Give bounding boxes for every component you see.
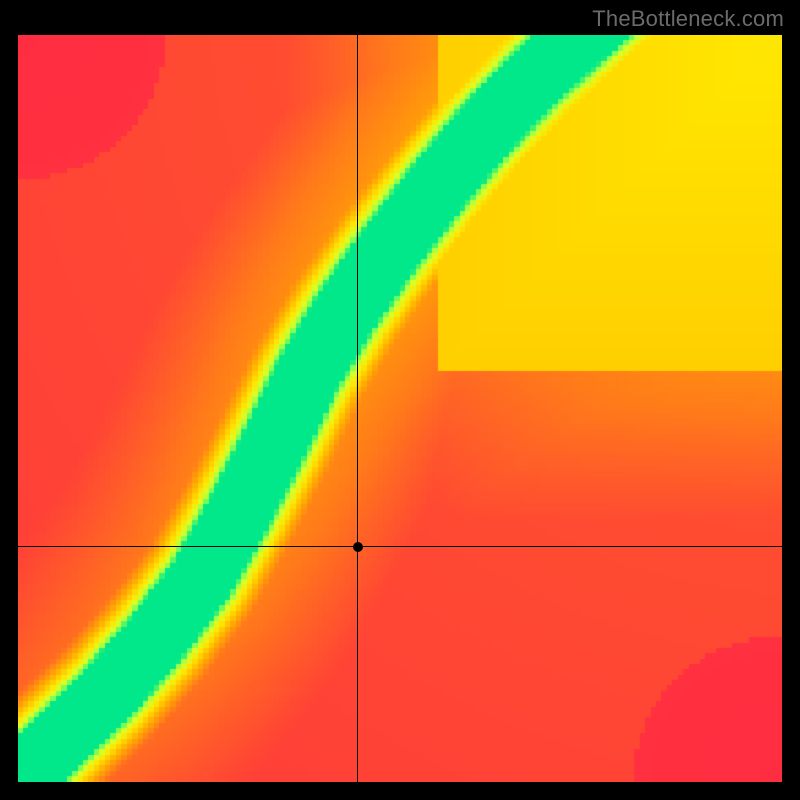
crosshair-dot [353, 542, 363, 552]
watermark-label: TheBottleneck.com [592, 6, 784, 32]
bottleneck-heatmap [18, 35, 782, 782]
crosshair-vertical [357, 35, 358, 782]
crosshair-horizontal [18, 546, 782, 547]
chart-container: TheBottleneck.com [0, 0, 800, 800]
